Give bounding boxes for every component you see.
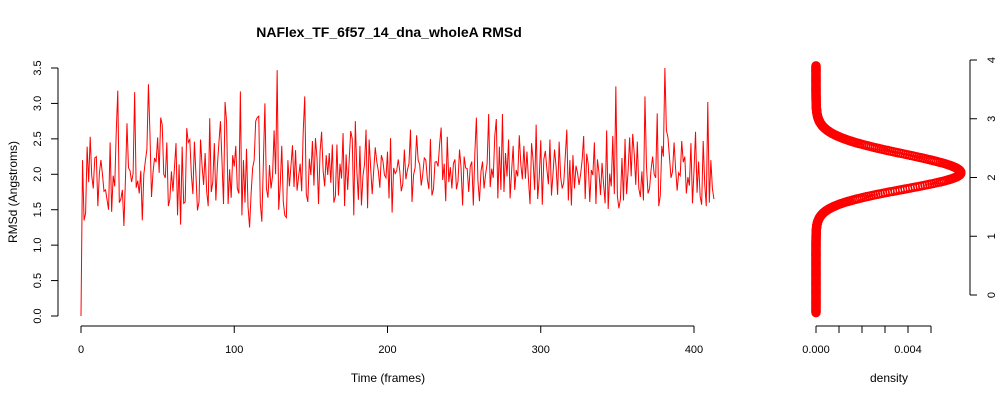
density-point (811, 61, 821, 71)
density-y-tick-label: 3 (986, 116, 998, 122)
rmsd-line-plot: 0 100 200 300 400 0.0 0.5 1.0 1.5 2.0 2.5 3.0 3.5 T… (6, 60, 715, 385)
density-x-axis-title: density (870, 371, 908, 385)
density-y-tick-label: 1 (986, 233, 998, 239)
x-axis-ticks: 0 100 200 300 400 (78, 326, 703, 356)
x-tick-label: 0 (78, 344, 84, 356)
y-tick-label: 2.0 (32, 167, 44, 182)
y-axis-ticks: 0.0 0.5 1.0 1.5 2.0 2.5 3.0 3.5 (32, 60, 58, 324)
density-y-tick-label: 4 (986, 57, 998, 63)
density-y-tick-label: 2 (986, 174, 998, 180)
density-curve (811, 61, 966, 318)
density-y-axis-ticks: 0 1 2 3 4 (970, 57, 998, 298)
density-y-tick-label: 0 (986, 292, 998, 298)
rmsd-series-line (80, 67, 715, 317)
x-axis-title: Time (frames) (351, 371, 425, 385)
y-tick-label: 0.5 (32, 273, 44, 288)
y-tick-label: 0.0 (32, 308, 44, 323)
density-plot: 0.000 0.004 0 1 2 3 4 density (802, 57, 998, 385)
density-x-axis-ticks: 0.000 0.004 (802, 326, 932, 356)
density-x-tick-label: 0.004 (894, 344, 922, 356)
y-tick-label: 1.0 (32, 237, 44, 252)
y-tick-label: 1.5 (32, 202, 44, 217)
density-x-tick-label: 0.000 (802, 344, 830, 356)
x-tick-label: 400 (685, 344, 703, 356)
x-tick-label: 300 (532, 344, 550, 356)
y-tick-label: 2.5 (32, 131, 44, 146)
y-axis-title: RMSd (Angstroms) (6, 141, 20, 243)
y-tick-label: 3.5 (32, 60, 44, 75)
x-tick-label: 100 (225, 344, 243, 356)
y-tick-label: 3.0 (32, 96, 44, 111)
chart-title: NAFlex_TF_6f57_14_dna_wholeA RMSd (256, 24, 522, 40)
x-tick-label: 200 (378, 344, 396, 356)
